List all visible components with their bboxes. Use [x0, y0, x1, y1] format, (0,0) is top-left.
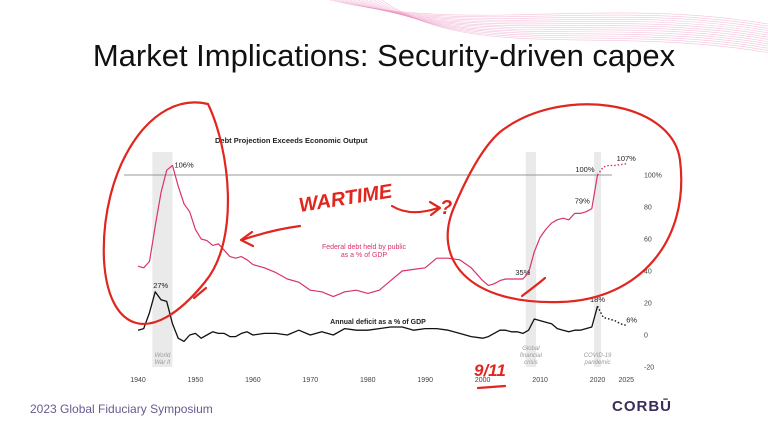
- decorative-wave: [329, 0, 768, 53]
- series-projection-0: [596, 163, 627, 176]
- series-lines: [137, 163, 627, 343]
- series-label-debt: Federal debt held by public: [322, 244, 407, 251]
- slide-title: Market Implications: Security-driven cap…: [92, 38, 676, 73]
- y-tick-label: 80: [644, 205, 652, 212]
- data-label-debt_1946: 106%: [174, 160, 194, 169]
- x-tick-label: 1970: [303, 377, 319, 384]
- x-tick-label: 1940: [130, 377, 146, 384]
- x-tick-label: 1990: [417, 377, 433, 384]
- y-tick-label: 20: [644, 301, 652, 308]
- annotation-arrow-left: [239, 224, 302, 248]
- y-tick-label: 60: [644, 237, 652, 244]
- data-label-debt_2025: 107%: [617, 154, 637, 163]
- data-label-debt_2019: 79%: [575, 197, 590, 206]
- x-tick-label: 1950: [188, 377, 204, 384]
- y-tick-label: 40: [644, 269, 652, 276]
- y-tick-label: -20: [644, 365, 654, 372]
- series-projection-1: [596, 305, 627, 327]
- annotation-circle-recent: [446, 103, 683, 304]
- data-label-deficit_2020: 18%: [590, 295, 605, 304]
- shaded-period-label: financial: [520, 353, 543, 359]
- x-tick-label: 1980: [360, 377, 376, 384]
- y-tick-label: 100%: [644, 173, 662, 180]
- x-tick-label: 2000: [475, 377, 491, 384]
- footer-event-name: 2023 Global Fiduciary Symposium: [30, 402, 213, 416]
- y-tick-label: 0: [644, 333, 648, 340]
- shaded-period-1: [525, 152, 537, 367]
- wave-line: [381, 0, 768, 53]
- data-label-debt_2007: 35%: [515, 268, 530, 277]
- data-label-deficit_2025: 6%: [626, 315, 637, 324]
- shaded-period-label: World: [155, 353, 171, 359]
- shaded-period-label: crisis: [524, 360, 538, 366]
- shaded-period-label: Global: [522, 346, 540, 352]
- annotation-underline-911: [476, 384, 507, 390]
- series-line-1: [137, 291, 599, 343]
- annotation-question: ?: [440, 197, 452, 219]
- shaded-period-2: [594, 152, 601, 367]
- shaded-period-label: War II: [154, 360, 170, 366]
- footer-logo-text: CORBŪ: [612, 398, 672, 415]
- x-tick-label: 1960: [245, 377, 261, 384]
- series-label-deficit: Annual deficit as a % of GDP: [330, 319, 426, 326]
- x-tick-label: 2020: [590, 377, 606, 384]
- annotation-arrow-right: [390, 200, 442, 217]
- x-tick-label: 2010: [532, 377, 548, 384]
- data-label-debt_2020: 100%: [575, 165, 595, 174]
- shaded-period-0: [152, 152, 173, 367]
- shaded-period-label: pandemic: [584, 360, 611, 366]
- series-line-0: [137, 164, 599, 298]
- annotation-911: 9/11: [474, 361, 506, 380]
- chart-title: Debt Projection Exceeds Economic Output: [215, 136, 368, 145]
- annotation-arrow-recent: [520, 276, 547, 298]
- series-label-debt: as a % of GDP: [341, 252, 388, 259]
- data-label-deficit_1943: 27%: [153, 281, 168, 290]
- shaded-period-label: COVID-19: [584, 353, 612, 359]
- annotation-tick-ww2: [192, 286, 208, 300]
- annotation-wartime: WARTIME: [297, 180, 394, 217]
- annotation-circle-ww2: [102, 101, 230, 325]
- chart-labels: 1940 1950 1960 1970 1980 1990 2000 2010 2020 2025…: [130, 136, 662, 384]
- x-tick-label: 2025: [618, 377, 634, 384]
